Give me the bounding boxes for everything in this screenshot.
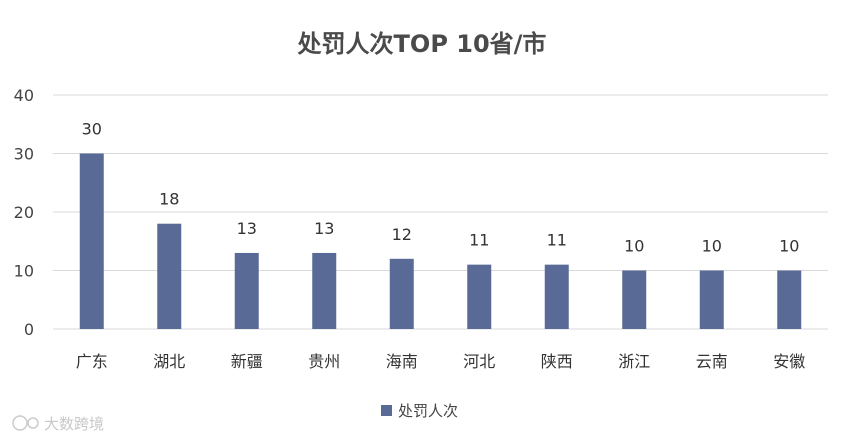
chart-title: 处罚人次TOP 10省/市 bbox=[297, 30, 547, 58]
gridlines bbox=[53, 94, 828, 330]
x-tick-label: 新疆 bbox=[231, 352, 263, 371]
data-label: 12 bbox=[392, 225, 412, 244]
watermark-text: 大数跨境 bbox=[44, 415, 104, 433]
x-tick-label: 河北 bbox=[463, 352, 495, 371]
bar-安徽 bbox=[777, 270, 802, 329]
x-tick-label: 云南 bbox=[696, 352, 728, 371]
y-tick-label: 30 bbox=[14, 145, 34, 164]
y-tick-label: 10 bbox=[14, 262, 34, 281]
x-axis: 广东 湖北 新疆 贵州 海南 河北 陕西 浙江 云南 安徽 bbox=[76, 352, 806, 371]
x-tick-label: 浙江 bbox=[618, 352, 650, 371]
y-tick-label: 40 bbox=[14, 86, 34, 105]
bar-河北 bbox=[467, 264, 492, 329]
bar-海南 bbox=[389, 258, 414, 329]
data-label: 13 bbox=[237, 219, 257, 238]
data-label: 11 bbox=[469, 231, 489, 250]
watermark-logo-icon bbox=[12, 415, 39, 431]
bar-湖北 bbox=[157, 223, 182, 329]
x-tick-label: 广东 bbox=[76, 352, 108, 371]
y-tick-label: 0 bbox=[24, 320, 34, 339]
legend-swatch bbox=[381, 405, 392, 416]
data-labels: 30 18 13 13 12 11 11 10 10 10 bbox=[82, 120, 800, 256]
legend-label: 处罚人次 bbox=[398, 402, 458, 420]
x-tick-label: 安徽 bbox=[773, 352, 805, 371]
data-label: 10 bbox=[779, 237, 799, 256]
data-label: 18 bbox=[159, 190, 179, 209]
x-tick-label: 贵州 bbox=[308, 352, 340, 371]
x-tick-label: 湖北 bbox=[153, 352, 185, 371]
data-label: 11 bbox=[547, 231, 567, 250]
bar-云南 bbox=[699, 270, 724, 329]
x-tick-label: 陕西 bbox=[541, 352, 573, 371]
bars bbox=[79, 153, 802, 329]
bar-新疆 bbox=[234, 252, 259, 329]
y-axis: 0 10 20 30 40 bbox=[14, 86, 34, 339]
bar-广东 bbox=[79, 153, 104, 329]
bar-陕西 bbox=[544, 264, 569, 329]
bar-贵州 bbox=[312, 252, 337, 329]
data-label: 10 bbox=[702, 237, 722, 256]
y-tick-label: 20 bbox=[14, 203, 34, 222]
watermark: 大数跨境 bbox=[12, 415, 104, 433]
bar-浙江 bbox=[622, 270, 647, 329]
data-label: 30 bbox=[82, 120, 102, 139]
x-tick-label: 海南 bbox=[386, 352, 418, 371]
data-label: 13 bbox=[314, 219, 334, 238]
data-label: 10 bbox=[624, 237, 644, 256]
legend: 处罚人次 bbox=[381, 402, 458, 420]
